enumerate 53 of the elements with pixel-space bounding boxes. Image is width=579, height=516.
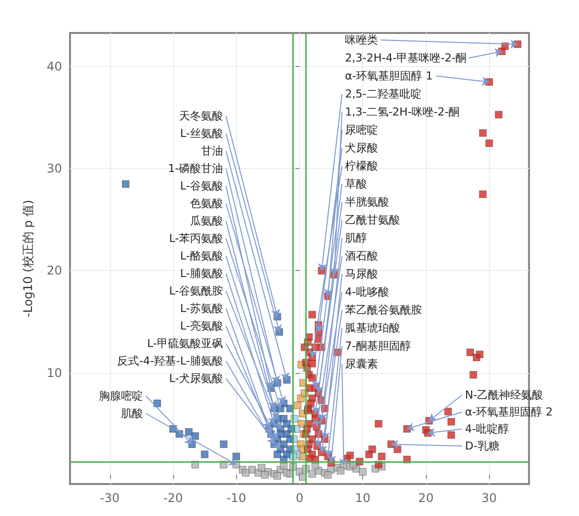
x-tick-label: 30: [482, 491, 497, 505]
annotation: 肌酸: [121, 407, 143, 420]
annotation: 苯乙酰谷氨酰胺: [345, 304, 422, 316]
annotation: L-苏氨酸: [180, 302, 223, 315]
annotation: 7-酮基胆固醇: [345, 340, 411, 352]
annotation: N-乙酰神经氨酸: [465, 388, 544, 402]
annotation: 1,3-二氢-2H-咪唑-2-酮: [345, 106, 460, 118]
annotation: 半胱氨酸: [345, 196, 389, 208]
annotation: 犬尿酸: [345, 142, 378, 154]
annotation: 胸腺嘧啶: [99, 390, 143, 402]
y-axis-title: -Log10 (校正的 p 值): [21, 200, 35, 318]
y-tick-label: 30: [46, 162, 62, 176]
annotation: 2,3-2H-4-甲基咪唑-2-酮: [345, 52, 467, 64]
x-tick-label: 20: [418, 491, 434, 505]
annotation: L-谷氨酰胺: [169, 284, 223, 298]
annotation: 4-吡啶醇: [465, 422, 509, 436]
x-tick-label: -30: [100, 491, 120, 505]
annotation: 1-磷酸甘油: [168, 162, 223, 175]
annotation: 乙酰甘氨酸: [345, 214, 400, 226]
annotation: 天冬氨酸: [179, 110, 223, 122]
x-tick-label: 10: [355, 491, 370, 505]
annotation: 肌醇: [345, 232, 367, 244]
annotation: 马尿酸: [345, 268, 378, 280]
annotation: 柠檬酸: [345, 160, 378, 172]
annotation: L-脯氨酸: [180, 267, 223, 280]
annotation: α-环氧基胆固醇 2: [465, 406, 553, 418]
annotation: 反式-4-羟基-L-脯氨酸: [117, 354, 223, 368]
annotation: L-酪氨酸: [180, 250, 223, 262]
x-tick-label: -10: [226, 491, 246, 505]
annotation: 甘油: [201, 144, 223, 158]
annotation: 尿嘧啶: [345, 124, 378, 136]
annotation: L-谷氨酸: [180, 180, 223, 192]
annotation: L-亮氨酸: [180, 320, 223, 332]
annotation: 4-吡哆酸: [345, 286, 389, 298]
y-tick-label: 40: [46, 60, 62, 74]
annotation: α-环氧基胆固醇 1: [345, 70, 433, 82]
annotation: D-乳糖: [465, 440, 500, 452]
annotation: 尿囊素: [345, 358, 378, 370]
annotation: L-甲硫氨酸亚砜: [147, 337, 223, 350]
annotation: L-犬尿氨酸: [169, 372, 223, 385]
y-tick-label: 20: [46, 264, 62, 278]
annotation: 胍基琥珀酸: [345, 322, 400, 334]
annotation: 色氨酸: [190, 197, 223, 210]
y-tick-label: 10: [46, 366, 62, 380]
annotation: 咪唑类: [345, 34, 378, 46]
annotation: 2,5-二羟基吡啶: [345, 88, 422, 100]
annotation: 瓜氨酸: [190, 214, 223, 228]
annotation: L-丝氨酸: [180, 127, 223, 140]
x-tick-label: -20: [163, 491, 183, 505]
annotation: 酒石酸: [345, 250, 378, 262]
annotation: 草酸: [345, 178, 367, 190]
annotation: L-苯丙氨酸: [169, 232, 223, 245]
x-tick-label: 0: [296, 491, 304, 505]
